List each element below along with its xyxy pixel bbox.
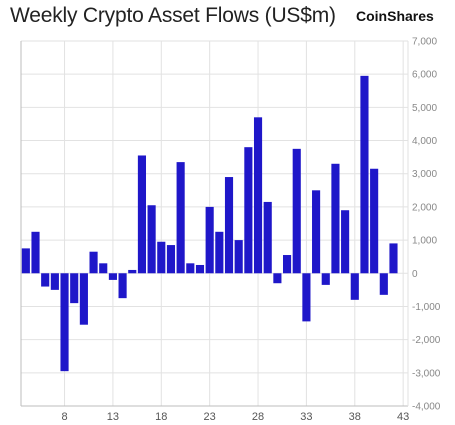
gridlines <box>21 40 408 407</box>
y-tick-label: 0 <box>412 269 418 280</box>
x-tick-label: 8 <box>61 411 67 423</box>
bar <box>89 251 98 274</box>
bar <box>379 273 388 295</box>
bar <box>195 264 205 274</box>
x-tick-label: 13 <box>107 411 119 423</box>
bar <box>282 255 292 274</box>
bar <box>312 190 321 274</box>
bar <box>118 273 127 299</box>
chart-title: Weekly Crypto Asset Flows (US$m) <box>10 4 336 27</box>
bar <box>50 273 59 290</box>
brand-logo: CoinShares <box>356 8 434 24</box>
bar <box>224 177 234 274</box>
x-tick-label: 23 <box>204 411 216 423</box>
y-tick-label: 1,000 <box>412 236 437 247</box>
bar <box>389 243 398 274</box>
y-tick-label: -1,000 <box>412 302 441 313</box>
bar <box>21 248 30 274</box>
bar <box>331 163 340 274</box>
bar <box>186 263 195 274</box>
y-tick-label: -2,000 <box>412 335 441 346</box>
x-tick-label: 38 <box>349 411 361 423</box>
bar <box>370 168 379 274</box>
bar <box>360 75 369 274</box>
bar <box>253 117 263 274</box>
x-tick-label: 28 <box>252 411 264 423</box>
bar <box>108 273 117 280</box>
bar <box>273 273 282 284</box>
bars <box>21 75 398 372</box>
bar <box>157 241 166 274</box>
axes: 7,000 6,000 5,000 4,000 3,000 2,000 1,000 0 -1,0… <box>20 37 441 423</box>
bar <box>234 240 243 274</box>
bar <box>147 205 156 274</box>
bar <box>292 148 301 274</box>
bar <box>205 206 214 274</box>
bar <box>41 273 50 287</box>
bar <box>244 147 253 274</box>
y-tick-label: -4,000 <box>412 402 441 413</box>
bar <box>166 245 176 274</box>
bar <box>128 269 137 274</box>
y-tick-label: 5,000 <box>412 103 437 114</box>
x-tick-label: 33 <box>300 411 312 423</box>
bar <box>263 201 272 274</box>
bar <box>350 273 359 300</box>
bar <box>137 155 147 274</box>
x-tick-label: 18 <box>155 411 167 423</box>
y-tick-label: 7,000 <box>412 37 437 48</box>
bar <box>215 231 224 274</box>
bar <box>79 273 88 325</box>
bar <box>99 263 108 274</box>
y-tick-label: 2,000 <box>412 202 437 213</box>
y-tick-label: -3,000 <box>412 368 441 379</box>
bar <box>176 162 185 274</box>
y-tick-label: 6,000 <box>412 70 437 81</box>
bar <box>60 273 69 372</box>
bar <box>70 273 79 304</box>
bar <box>302 273 311 322</box>
bar <box>321 273 330 285</box>
bar <box>31 231 40 274</box>
y-tick-label: 3,000 <box>412 169 437 180</box>
bar <box>341 210 350 274</box>
y-tick-label: 4,000 <box>412 136 437 147</box>
x-tick-label: 43 <box>397 411 409 423</box>
